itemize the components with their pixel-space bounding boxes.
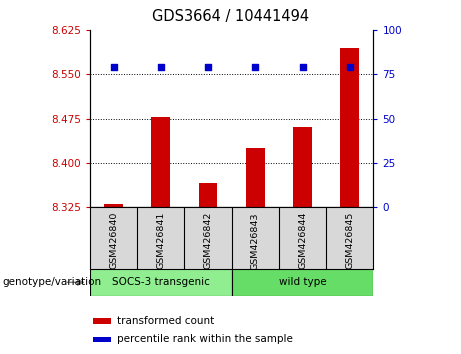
Bar: [340, 48, 359, 207]
Text: GSM426842: GSM426842: [203, 212, 213, 269]
Bar: [151, 117, 170, 207]
Point: [204, 64, 212, 70]
Bar: [104, 204, 123, 207]
Bar: [246, 148, 265, 207]
Point: [299, 64, 306, 70]
Text: GSM426845: GSM426845: [345, 212, 355, 269]
Bar: [199, 183, 218, 207]
Point: [157, 64, 165, 70]
Text: GSM426844: GSM426844: [298, 212, 307, 269]
Text: genotype/variation: genotype/variation: [2, 277, 101, 287]
Text: wild type: wild type: [279, 277, 326, 287]
Text: GSM426841: GSM426841: [156, 212, 165, 269]
Bar: [90, 269, 232, 296]
Bar: [93, 318, 112, 324]
Point: [110, 64, 117, 70]
Text: GDS3664 / 10441494: GDS3664 / 10441494: [152, 9, 309, 24]
Bar: [232, 269, 373, 296]
Text: transformed count: transformed count: [117, 316, 214, 326]
Bar: [293, 127, 312, 207]
Text: GSM426840: GSM426840: [109, 212, 118, 269]
Text: SOCS-3 transgenic: SOCS-3 transgenic: [112, 277, 210, 287]
Point: [346, 64, 354, 70]
Text: percentile rank within the sample: percentile rank within the sample: [117, 335, 292, 344]
Point: [252, 64, 259, 70]
Bar: [93, 337, 112, 342]
Text: GSM426843: GSM426843: [251, 212, 260, 269]
